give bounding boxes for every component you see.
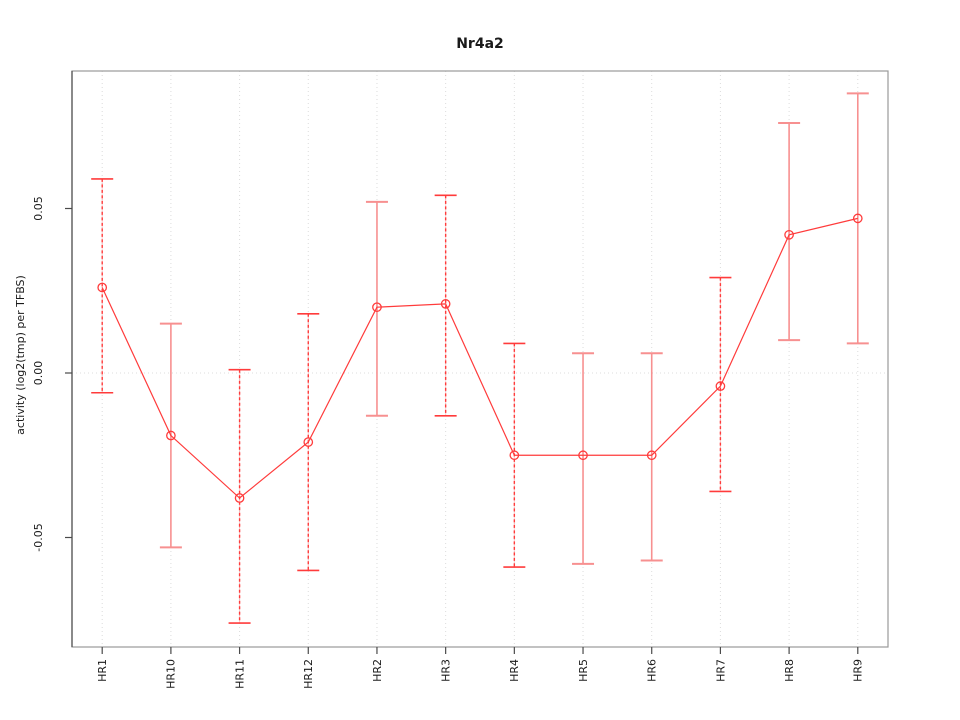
x-tick-label: HR4 [508,659,521,682]
x-tick-label: HR2 [371,659,384,682]
y-tick-label: 0.00 [32,361,45,386]
x-tick-label: HR1 [96,659,109,682]
y-tick-label: 0.05 [32,196,45,221]
data-point [440,299,451,309]
data-point [646,450,657,461]
data-point [166,430,176,441]
data-point [784,229,794,240]
data-point [578,450,588,461]
x-tick-label: HR6 [646,659,659,682]
x-tick-label: HR3 [440,659,453,682]
x-tick-label: HR12 [302,659,315,689]
data-point [852,213,863,224]
x-tick-label: HR9 [852,659,865,682]
y-tick-label: -0.05 [32,523,45,551]
data-point [715,381,726,392]
series-line [101,217,858,499]
data-point [97,282,108,293]
x-tick-label: HR11 [233,659,246,689]
data-point [372,302,382,313]
x-tick-label: HR8 [783,659,796,682]
x-tick-label: HR7 [714,659,727,682]
data-point [509,450,520,461]
chart-title: Nr4a2 [456,36,504,52]
data-point [234,493,245,503]
y-axis-label: activity (log2(tmp) per TFBS) [14,275,27,435]
x-tick-label: HR5 [577,659,590,682]
data-point [303,437,314,447]
plot-border [71,70,889,648]
x-tick-label: HR10 [165,659,178,689]
plot-area: -0.05 0.00 0.05 HR1 HR10 HR11 HR12 HR2 HR3 HR4 HR5… [32,70,889,689]
